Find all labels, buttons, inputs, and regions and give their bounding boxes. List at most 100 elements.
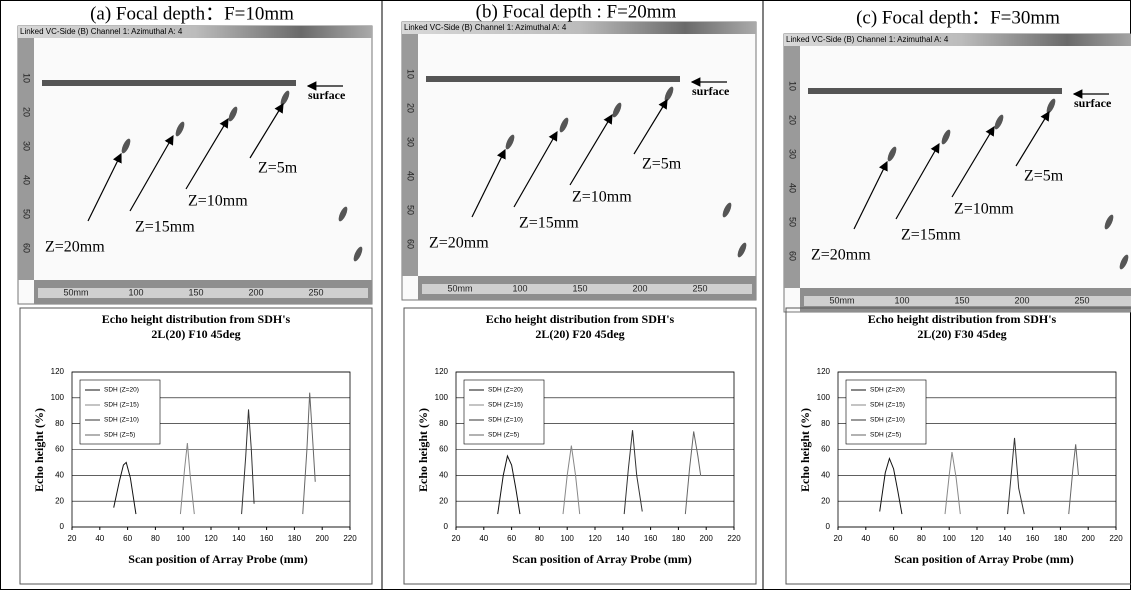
image-label: Z=10mm [188,193,248,210]
image-scale-x: 100 [512,283,527,293]
image-scale-y: 60 [406,239,416,249]
x-tick-label: 140 [232,534,246,543]
x-tick-label: 60 [123,534,132,543]
y-tick-label: 80 [821,419,830,428]
chart-title: Echo height distribution from SDH's [486,312,675,326]
image-label: Z=10mm [954,201,1014,218]
image-label: Z=15mm [519,215,579,232]
x-tick-label: 160 [1026,534,1040,543]
image-scale-y: 50 [22,209,32,219]
series-line [685,431,700,514]
panel-title: (a) Focal depth：F=10mm [90,3,294,24]
panel-title: (b) Focal depth : F=20mm [476,1,677,22]
image-scale-y: 10 [788,81,798,91]
image-scale-y: 30 [406,137,416,147]
image-label: Z=20mm [429,235,489,252]
x-tick-label: 100 [177,534,191,543]
image-scale-y: 50 [406,205,416,215]
legend-label: SDH (Z=15) [104,402,139,409]
x-tick-label: 60 [507,534,516,543]
x-tick-label: 60 [889,534,898,543]
x-axis-label: Scan position of Array Probe (mm) [894,552,1073,566]
image-scale-x: 200 [1014,295,1029,305]
legend-label: SDH (Z=5) [104,432,135,439]
y-tick-label: 20 [821,496,830,505]
image-scale-y: 20 [788,115,798,125]
x-tick-label: 80 [535,534,544,543]
y-axis-label: Echo height (%) [798,408,812,492]
legend-label: SDH (Z=5) [488,432,519,439]
y-tick-label: 120 [817,367,831,376]
y-tick-label: 0 [444,522,449,531]
series-line [498,456,520,514]
x-tick-label: 160 [644,534,658,543]
image-scale-x: 250 [692,283,707,293]
image-scale-y: 60 [788,251,798,261]
image-scale-y: 30 [22,141,32,151]
image-label: Z=10mm [572,189,632,206]
x-tick-label: 200 [700,534,714,543]
image-bg [784,34,1131,312]
x-tick-label: 100 [561,534,575,543]
image-label: Z=20mm [811,247,871,264]
image-scale-x: 50mm [63,287,88,297]
image-header-text: Linked VC-Side (B) Channel 1: Azimuthal … [20,27,183,36]
y-tick-label: 100 [51,393,65,402]
surface-echo [426,76,680,82]
y-tick-label: 100 [817,393,831,402]
series-line [114,462,136,514]
x-tick-label: 120 [204,534,218,543]
legend-label: SDH (Z=15) [488,402,523,409]
x-tick-label: 20 [452,534,461,543]
image-scale-y: 30 [788,149,798,159]
legend-label: SDH (Z=20) [870,387,905,394]
x-tick-label: 140 [616,534,630,543]
image-bg [18,26,372,304]
series-line [563,446,580,514]
x-axis-label: Scan position of Array Probe (mm) [128,552,307,566]
image-bg [402,22,756,300]
x-tick-label: 220 [1109,534,1123,543]
x-tick-label: 80 [917,534,926,543]
x-tick-label: 160 [260,534,274,543]
y-tick-label: 80 [439,419,448,428]
x-tick-label: 180 [1054,534,1068,543]
y-tick-label: 0 [826,522,831,531]
x-tick-label: 200 [316,534,330,543]
legend-label: SDH (Z=10) [870,417,905,424]
image-scale-x: 50mm [447,283,472,293]
y-tick-label: 40 [821,470,830,479]
legend-label: SDH (Z=15) [870,402,905,409]
image-scale-y: 60 [22,243,32,253]
x-tick-label: 180 [288,534,302,543]
x-tick-label: 100 [943,534,957,543]
image-label: Z=15mm [135,219,195,236]
y-tick-label: 60 [439,445,448,454]
x-tick-label: 20 [68,534,77,543]
series-line [180,443,194,514]
image-label: surface [1074,96,1112,110]
image-scale-y: 20 [22,107,32,117]
x-tick-label: 220 [727,534,741,543]
image-scale-y: 40 [788,183,798,193]
figure: (a) Focal depth：F=10mm Linked VC-Side (B)… [0,0,1131,590]
image-label: Z=15mm [901,227,961,244]
panel-title: (c) Focal depth：F=30mm [856,7,1060,28]
series-line [1069,444,1079,514]
image-label: surface [692,84,730,98]
series-line [945,452,960,514]
chart-subtitle: 2L(20) F20 45deg [535,327,624,341]
series-line [880,459,902,515]
x-tick-label: 220 [343,534,357,543]
image-scale-y: 10 [406,69,416,79]
legend-label: SDH (Z=20) [104,387,139,394]
x-tick-label: 140 [998,534,1012,543]
legend-label: SDH (Z=20) [488,387,523,394]
y-tick-label: 60 [821,445,830,454]
x-tick-label: 80 [151,534,160,543]
image-scale-x: 100 [894,295,909,305]
y-tick-label: 100 [435,393,449,402]
y-tick-label: 60 [55,445,64,454]
y-tick-label: 0 [60,522,65,531]
image-scale-x: 200 [632,283,647,293]
